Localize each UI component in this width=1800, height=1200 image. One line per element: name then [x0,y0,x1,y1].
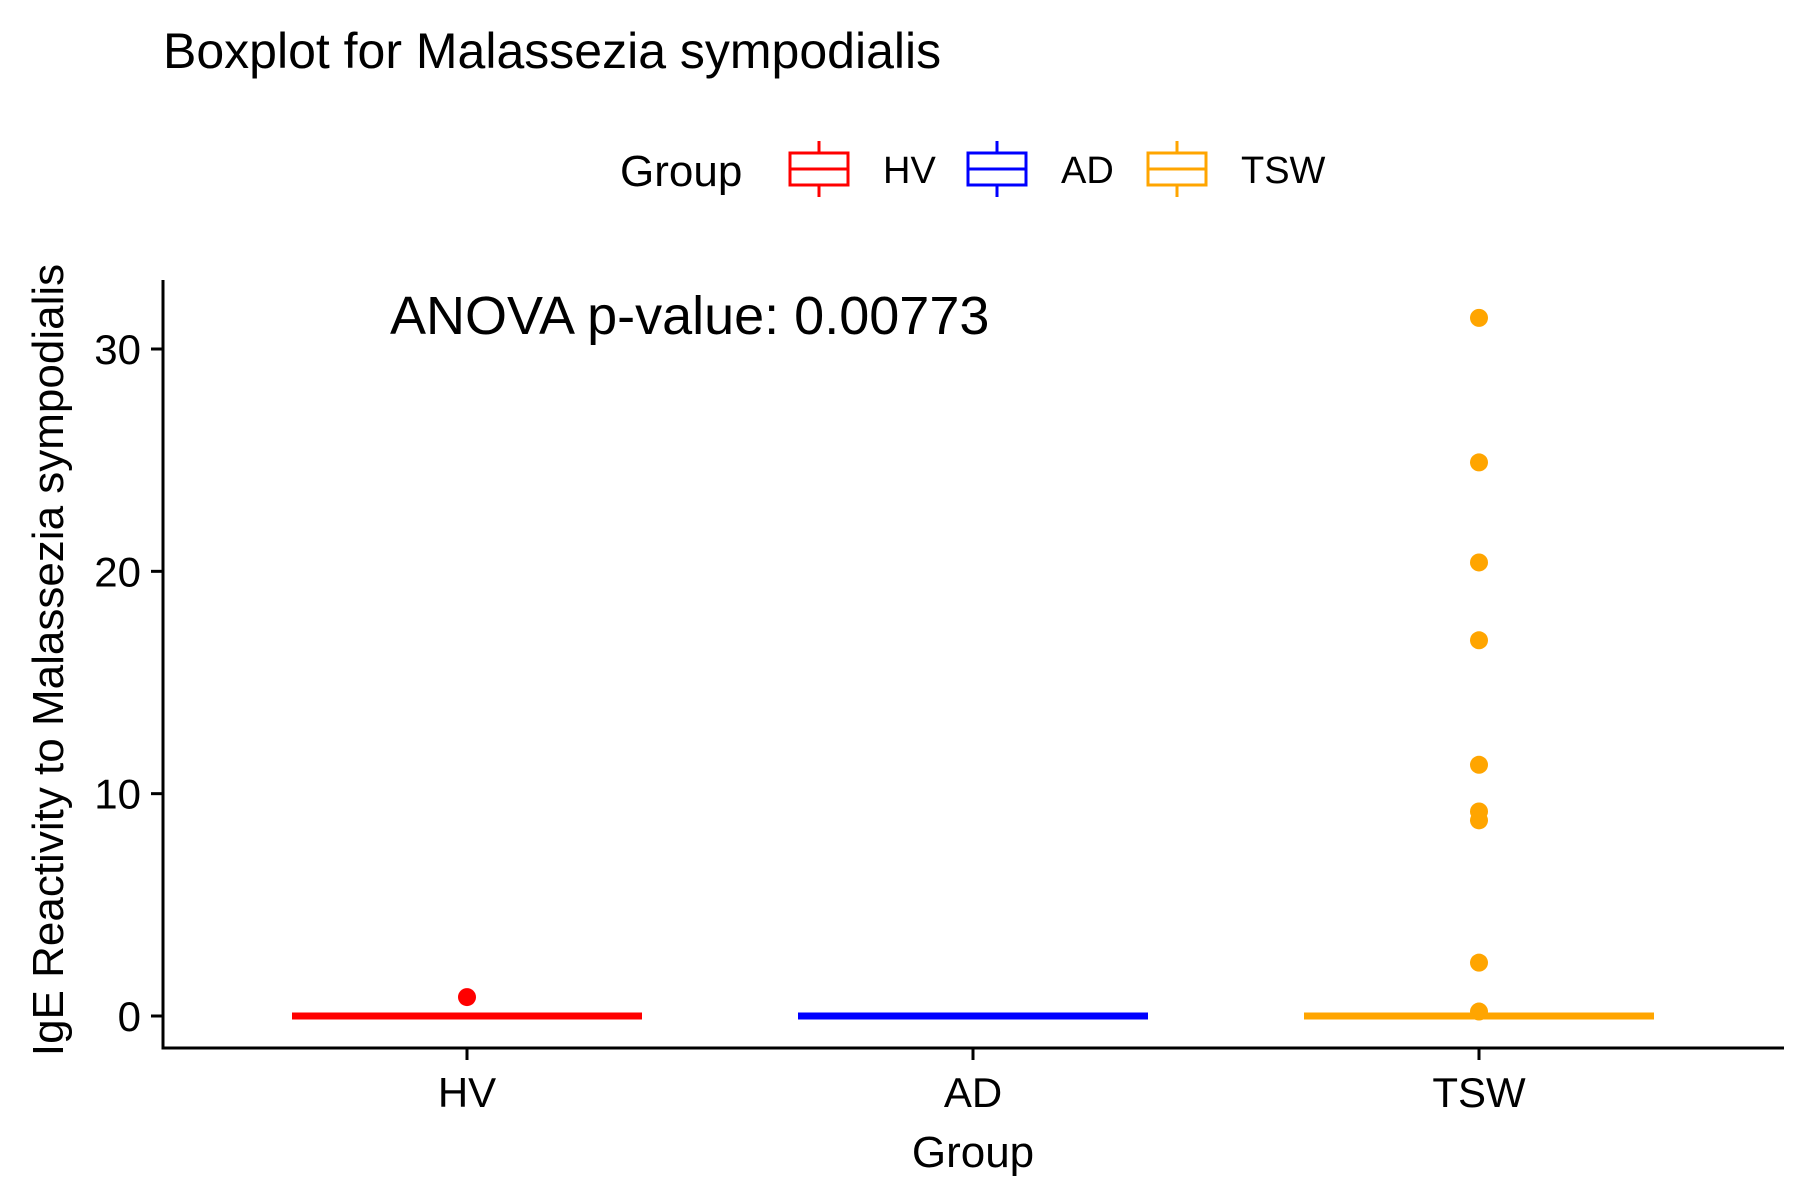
y-axis-title: IgE Reactivity to Malassezia sympodialis [24,264,73,1056]
outlier-point [1470,755,1488,774]
x-tick-label: AD [944,1069,1002,1116]
outlier-point [1470,453,1488,472]
x-tick-label: HV [438,1069,496,1116]
y-axis-ticks: 0 10 20 30 [94,326,163,1040]
outlier-point [1470,953,1488,972]
legend-key-icon [788,141,850,197]
box-hv [292,1012,642,1020]
legend-entry-tsw: TSW [1146,141,1326,197]
legend-key-icon [966,141,1028,197]
legend-entry-ad: AD [966,141,1114,197]
outlier-point [1470,308,1488,327]
legend-title: Group [620,147,742,196]
y-tick-label: 30 [94,326,141,373]
outlier-point [1470,811,1488,830]
box-ad [798,1012,1148,1020]
outlier-point [1470,1002,1488,1021]
legend-label: TSW [1241,150,1326,192]
chart-title: Boxplot for Malassezia sympodialis [163,23,941,79]
legend-entry-hv: HV [788,141,936,197]
x-axis-title: Group [912,1128,1034,1177]
y-tick-label: 10 [94,771,141,818]
outlier-point [1470,553,1488,572]
outlier-point [1470,631,1488,650]
legend-key-icon [1146,141,1208,197]
x-axis-ticks: HV AD TSW [438,1048,1526,1116]
anova-annotation: ANOVA p-value: 0.00773 [390,286,989,346]
y-tick-label: 0 [118,993,141,1040]
x-tick-label: TSW [1432,1069,1526,1116]
y-tick-label: 20 [94,548,141,595]
outlier-points [458,308,1488,1021]
legend-label: AD [1061,150,1114,192]
legend-label: HV [883,150,936,192]
boxplot-boxes [292,1012,1654,1020]
legend: Group HV AD TSW [620,141,1326,197]
legend-entries: HV AD TSW [788,141,1326,197]
outlier-point [458,988,476,1007]
